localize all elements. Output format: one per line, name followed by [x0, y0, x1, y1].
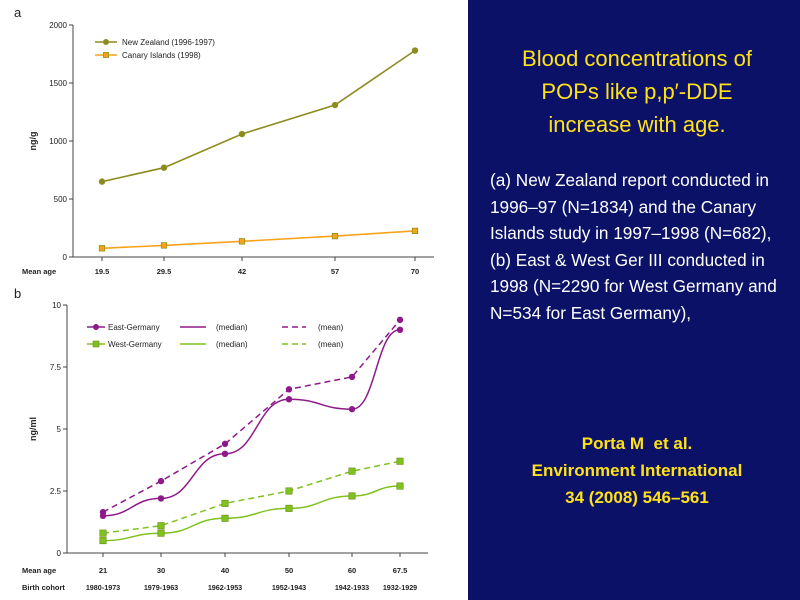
y-tick-label: 10: [52, 301, 61, 310]
data-point-mean: [99, 529, 107, 537]
x-tick-label: 30: [157, 566, 165, 575]
data-point: [98, 178, 106, 185]
data-point-median: [285, 396, 293, 403]
slide-title-line: increase with age.: [548, 112, 726, 137]
y-tick-label: 0: [63, 253, 68, 262]
legend-median-label: (median): [216, 323, 248, 332]
citation-line: Porta M et al.: [581, 434, 693, 453]
data-point-median: [157, 529, 165, 537]
data-point-median: [221, 450, 229, 457]
data-point: [238, 238, 246, 245]
data-point: [411, 227, 419, 235]
legend-mean-label: (mean): [318, 340, 344, 349]
cohort-label: 1962-1953: [208, 583, 242, 592]
data-point-mean: [221, 499, 229, 507]
series-line: [101, 49, 416, 183]
y-tick-label: 1500: [49, 79, 67, 88]
data-point-median: [348, 405, 356, 413]
data-point: [331, 233, 339, 240]
x-tick-label: 42: [238, 267, 246, 276]
cohort-label: 1980-1973: [86, 583, 120, 592]
slide-title: Blood concentrations of POPs like p,p′-D…: [482, 42, 792, 141]
row-label: Mean age: [22, 267, 56, 276]
panel-b-letter: b: [14, 286, 22, 301]
legend-label: New Zealand (1996-1997): [122, 38, 215, 47]
legend-marker: [103, 52, 109, 58]
text-panel: [468, 0, 800, 600]
series-line-mean: [102, 319, 401, 513]
cohort-label: 1952-1943: [272, 583, 306, 592]
data-point-median: [285, 504, 293, 512]
data-point-mean: [348, 373, 356, 381]
data-point-mean: [396, 316, 404, 324]
legend-label: East-Germany: [108, 323, 160, 332]
cohort-label: 1979-1963: [144, 583, 178, 592]
series-line-mean: [102, 460, 401, 534]
legend-label: West-Germany: [108, 340, 162, 349]
legend-marker: [103, 39, 109, 45]
legend-median-label: (median): [216, 340, 248, 349]
data-point-mean: [99, 508, 107, 516]
y-tick-label: 2000: [49, 21, 67, 30]
legend-marker: [92, 340, 100, 348]
data-point-mean: [221, 440, 229, 448]
x-tick-label: 60: [348, 566, 356, 575]
data-point: [238, 130, 246, 138]
x-tick-label: 40: [221, 566, 229, 575]
y-axis-label: ng/ml: [28, 417, 38, 441]
legend-mean-label: (mean): [318, 323, 344, 332]
x-tick-label: 57: [331, 267, 339, 276]
x-tick-label: 19.5: [95, 267, 110, 276]
data-point-mean: [157, 522, 165, 530]
data-point: [411, 47, 419, 54]
data-point-mean: [285, 386, 293, 393]
data-point: [160, 164, 168, 171]
cohort-label: 1932-1929: [383, 583, 417, 592]
data-point-median: [221, 514, 229, 522]
citation: Porta M et al. Environment International…: [482, 430, 792, 511]
x-tick-label: 21: [99, 566, 107, 575]
x-tick-label: 67.5: [393, 566, 408, 575]
data-point-median: [396, 326, 404, 333]
data-point-mean: [348, 467, 356, 475]
panel-a-letter: a: [14, 5, 22, 20]
x-tick-label: 70: [411, 267, 419, 276]
row-label: Mean age: [22, 566, 56, 575]
y-axis-label: ng/g: [28, 132, 38, 151]
citation-line: Environment International: [531, 461, 743, 480]
data-point-mean: [285, 487, 293, 495]
data-point-mean: [157, 477, 165, 485]
y-tick-label: 1000: [49, 137, 67, 146]
slide-title-line: POPs like p,p′-DDE: [541, 79, 733, 104]
y-tick-label: 500: [54, 195, 68, 204]
chart-a: 0 500 1000 1500 2000 ng/g Mean age 19.5 29.5 42 57…: [22, 21, 434, 276]
chart-b: 0 2.5 5 7.5 10 ng/ml Mean age Birth cohort 21 30 4…: [22, 301, 428, 592]
x-tick-label: 29.5: [157, 267, 172, 276]
data-point: [160, 242, 168, 249]
data-point-median: [99, 537, 107, 545]
legend-marker: [93, 324, 99, 330]
data-point: [331, 101, 339, 109]
figure-panel: a b 0 500 1000 1500 2000 ng/g Mean age 19.5 29.5…: [14, 5, 434, 592]
data-point-median: [396, 482, 404, 490]
data-point: [98, 245, 106, 252]
data-point-mean: [396, 457, 404, 465]
cohort-label: 1942-1933: [335, 583, 369, 592]
slide-body: (a) New Zealand report conducted in 1996…: [490, 170, 777, 323]
y-tick-label: 0: [57, 549, 62, 558]
series-line: [101, 230, 416, 250]
y-tick-label: 5: [57, 425, 62, 434]
x-tick-label: 50: [285, 566, 293, 575]
legend-label: Canary Islands (1998): [122, 51, 201, 60]
slide-title-line: Blood concentrations of: [522, 46, 752, 71]
y-tick-label: 2.5: [50, 487, 62, 496]
row-label: Birth cohort: [22, 583, 65, 592]
data-point-median: [348, 492, 356, 500]
citation-line: 34 (2008) 546–561: [565, 488, 709, 507]
y-tick-label: 7.5: [50, 363, 62, 372]
data-point-median: [157, 495, 165, 502]
